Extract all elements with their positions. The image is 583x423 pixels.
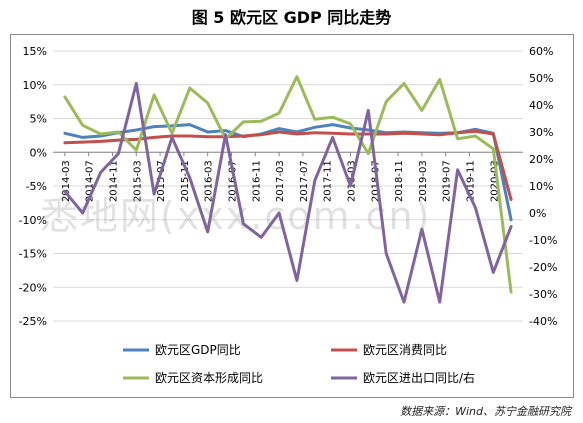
y-tick-label: -25% [19,315,47,328]
x-tick-label: 2019-03 [418,160,429,202]
x-tick-label: 2016-11 [251,160,262,202]
y2-tick-label: -10% [529,234,557,247]
y2-tick-label: 20% [529,153,553,166]
y-tick-label: -10% [19,214,47,227]
x-tick-label: 2018-11 [394,160,405,202]
legend-label: 欧元区资本形成同比 [155,371,263,385]
figure-title: 图 5 欧元区 GDP 同比走势 [191,8,392,27]
gridlines [53,50,523,322]
x-tick-label: 2014-03 [61,160,72,202]
y2-tick-label: -40% [529,315,557,328]
x-tick-label: 2015-07 [156,160,167,202]
x-tick-label: 2020-03 [489,160,500,202]
y-tick-label: -15% [19,248,47,261]
y2-tick-label: 10% [529,180,553,193]
y2-tick-label: 40% [529,99,553,112]
y-tick-label: 15% [23,45,47,58]
x-tick-label: 2017-03 [275,160,286,202]
y-tick-label: 10% [23,79,47,92]
x-tick-label: 2014-11 [108,160,119,202]
legend-label: 欧元区GDP同比 [155,343,241,357]
x-tick-label: 2016-07 [227,160,238,202]
y2-tick-label: -30% [529,288,557,301]
chart-canvas: 15% 10% 5% 0% -5% -10% -15% -20% -25% 60% 50% 40% 3… [19,45,558,385]
x-tick-label: 2015-11 [180,160,191,202]
x-tick-label: 2015-03 [132,160,143,202]
source-note: 数据来源：Wind、苏宁金融研究院 [400,405,571,418]
y-tick-label: -20% [19,281,47,294]
series-line [63,75,513,294]
watermark: 悉地网(xxx.com.cn) [40,194,432,238]
y-axis-right: 60% 50% 40% 30% 20% 10% 0% -10% -20% -30% -40% [529,45,557,328]
y2-tick-label: 0% [529,207,546,220]
series-lines [63,75,513,304]
y2-tick-label: 60% [529,45,553,58]
y2-tick-label: 50% [529,72,553,85]
series-line [63,81,513,304]
x-tick-label: 2019-07 [442,160,453,202]
x-tick-label: 2019-11 [465,160,476,202]
x-tick-label: 2016-03 [204,160,215,202]
legend-label: 欧元区消费同比 [363,343,447,357]
x-tick-label: 2017-11 [323,160,334,202]
legend-label: 欧元区进出口同比/右 [363,370,475,385]
y-axis-left: 15% 10% 5% 0% -5% -10% -15% -20% -25% [19,45,47,328]
y-tick-label: 0% [30,146,47,159]
y-tick-label: 5% [30,113,47,126]
x-tick-label: 2014-07 [85,160,96,202]
x-tick-label: 2017-07 [299,160,310,202]
chart-frame: 15% 10% 5% 0% -5% -10% -15% -20% -25% 60% 50% 40% 3… [10,34,574,398]
y2-tick-label: -20% [529,261,557,274]
y2-tick-label: 30% [529,126,553,139]
y-tick-label: -5% [26,180,47,193]
